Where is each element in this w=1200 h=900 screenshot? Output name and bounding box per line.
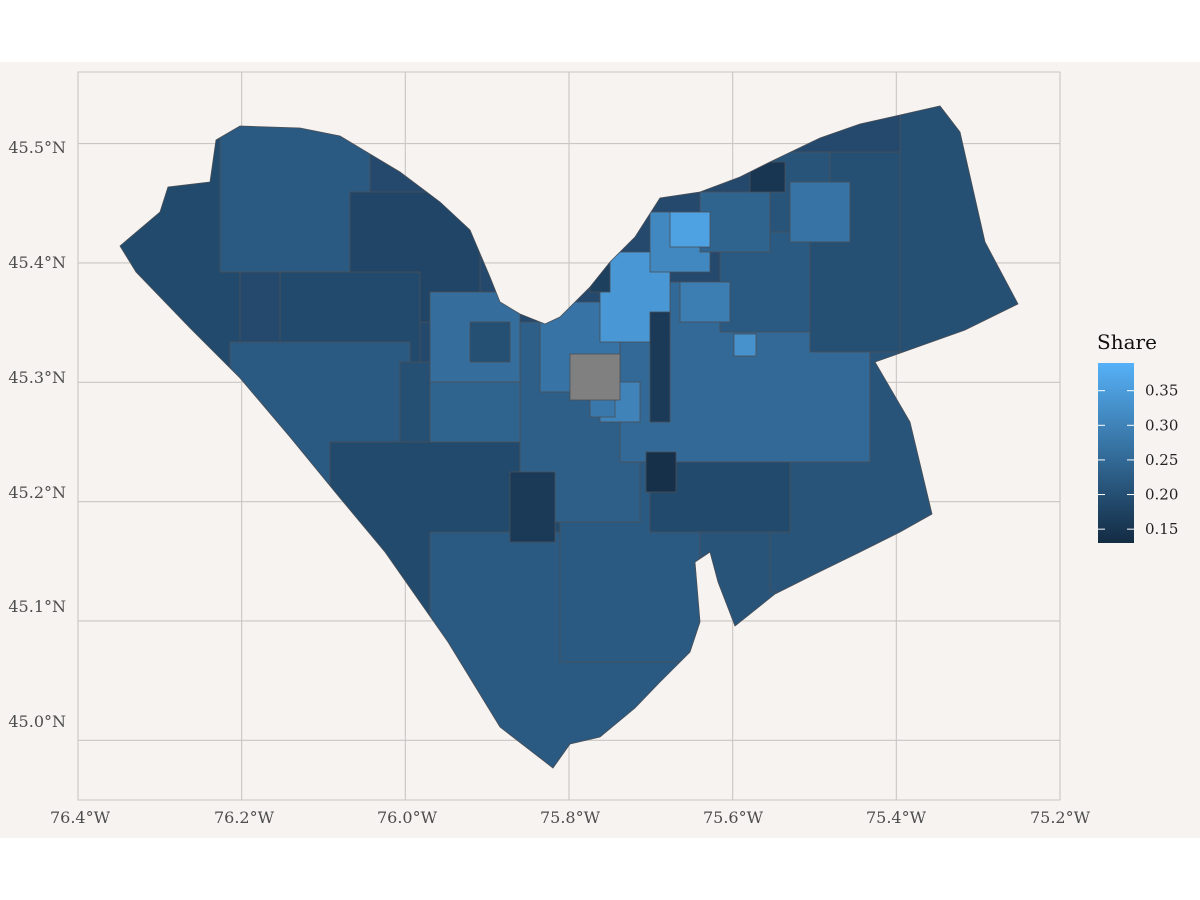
x-axis: 76.4°W 76.2°W 76.0°W 75.8°W 75.6°W 75.4°… (50, 808, 1091, 827)
y-tick-label: 45.4°N (8, 253, 66, 272)
legend-label: 0.25 (1145, 451, 1178, 469)
region-greenbelt-strip (649, 311, 671, 423)
region-missing-data (569, 353, 621, 401)
region-strip-west (509, 471, 556, 543)
y-tick-label: 45.2°N (8, 483, 66, 502)
x-tick-label: 75.2°W (1030, 808, 1091, 827)
legend-label: 0.15 (1145, 520, 1178, 538)
region-strip-east (645, 451, 677, 493)
region-blossom-park (733, 333, 757, 357)
ottawa-boundary (119, 105, 1019, 769)
region-kanata-lakes (429, 381, 521, 443)
legend-label: 0.35 (1145, 382, 1178, 400)
region-orleans (789, 181, 851, 243)
region-bells-corners (469, 321, 511, 363)
ottawa-outline-stroke (119, 105, 1019, 769)
census-regions (120, 106, 1018, 768)
y-tick-label: 45.0°N (8, 712, 66, 731)
region-north (219, 121, 371, 273)
legend-title: Share (1097, 330, 1157, 354)
map-figure: 45.0°N 45.1°N 45.2°N 45.3°N 45.4°N 45.5°… (0, 62, 1200, 838)
choropleth-map: 45.0°N 45.1°N 45.2°N 45.3°N 45.4°N 45.5°… (8, 71, 1178, 827)
y-tick-label: 45.5°N (8, 138, 66, 157)
region-alta-vista (679, 281, 731, 323)
x-tick-label: 76.4°W (50, 808, 111, 827)
x-tick-label: 76.0°W (377, 808, 438, 827)
x-tick-label: 75.8°W (540, 808, 601, 827)
x-tick-label: 76.2°W (214, 808, 275, 827)
color-legend: Share 0.15 0.20 0.25 0.30 0.35 (1097, 330, 1178, 543)
y-tick-label: 45.1°N (8, 597, 66, 616)
legend-label: 0.20 (1145, 486, 1178, 504)
x-tick-label: 75.4°W (866, 808, 927, 827)
legend-colorbar (1098, 363, 1134, 543)
y-tick-label: 45.3°N (8, 368, 66, 387)
region-downtown (669, 211, 711, 248)
region-westboro (589, 251, 611, 293)
region-beacon-hill (749, 161, 786, 193)
region-far-east (899, 106, 1018, 353)
region-vanier (699, 191, 771, 253)
y-axis: 45.0°N 45.1°N 45.2°N 45.3°N 45.4°N 45.5°… (8, 138, 66, 731)
x-tick-label: 75.6°W (703, 808, 764, 827)
legend-label: 0.30 (1145, 416, 1178, 434)
